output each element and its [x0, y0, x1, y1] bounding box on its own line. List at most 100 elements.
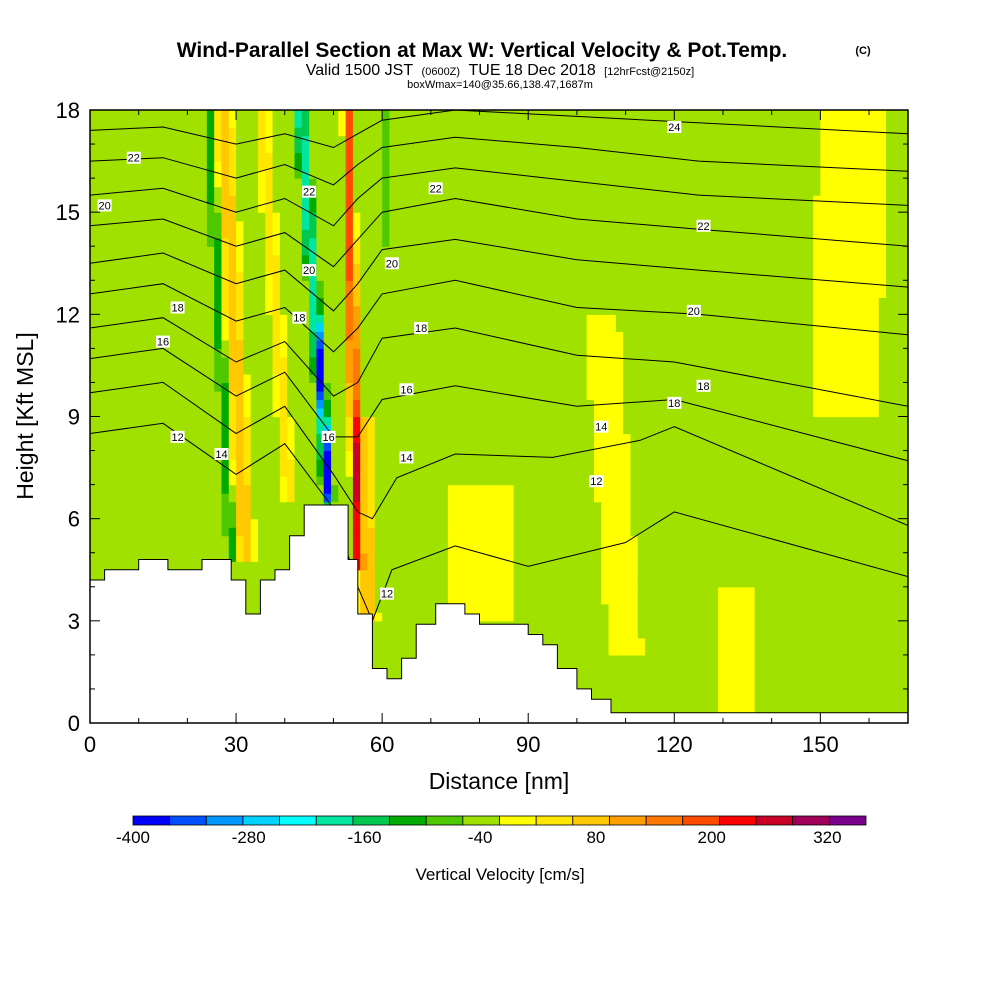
- velocity-cell: [557, 425, 566, 435]
- velocity-cell: [506, 433, 515, 443]
- velocity-cell: [477, 552, 485, 562]
- velocity-cell: [345, 416, 354, 426]
- velocity-cell: [630, 365, 639, 375]
- velocity-cell: [367, 433, 376, 443]
- velocity-cell: [396, 356, 405, 367]
- velocity-cell: [126, 535, 135, 545]
- velocity-cell: [674, 407, 683, 418]
- velocity-cell: [849, 561, 858, 571]
- velocity-cell: [301, 484, 310, 494]
- velocity-cell: [710, 663, 719, 673]
- velocity-cell: [783, 663, 792, 673]
- velocity-cell: [732, 620, 741, 630]
- velocity-cell: [206, 373, 215, 384]
- velocity-cell: [659, 442, 668, 452]
- velocity-cell: [776, 373, 785, 384]
- velocity-cell: [564, 561, 573, 571]
- velocity-cell: [718, 697, 727, 707]
- velocity-cell: [396, 510, 405, 520]
- velocity-cell: [294, 459, 303, 469]
- velocity-cell: [710, 416, 719, 426]
- velocity-cell: [425, 552, 434, 562]
- velocity-cell: [688, 348, 697, 358]
- velocity-cell: [148, 407, 157, 418]
- velocity-cell: [557, 629, 566, 639]
- velocity-cell: [623, 654, 632, 664]
- velocity-cell: [710, 407, 719, 418]
- velocity-cell: [842, 586, 851, 596]
- velocity-cell: [776, 680, 785, 690]
- velocity-cell: [900, 637, 908, 647]
- velocity-cell: [513, 586, 522, 596]
- velocity-cell: [506, 399, 515, 409]
- velocity-cell: [382, 450, 391, 460]
- velocity-cell: [520, 586, 529, 596]
- velocity-cell: [294, 450, 303, 460]
- velocity-cell: [703, 501, 712, 511]
- velocity-cell: [805, 578, 814, 588]
- velocity-cell: [827, 637, 836, 647]
- velocity-cell: [893, 373, 902, 384]
- velocity-cell: [776, 535, 785, 545]
- velocity-cell: [513, 339, 522, 349]
- velocity-cell: [221, 365, 230, 375]
- velocity-cell: [856, 552, 865, 562]
- velocity-cell: [747, 663, 756, 673]
- velocity-cell: [688, 535, 697, 545]
- velocity-cell: [666, 382, 675, 392]
- velocity-cell: [104, 339, 113, 349]
- velocity-cell: [513, 612, 522, 622]
- velocity-cell: [133, 459, 142, 469]
- velocity-cell: [550, 467, 559, 477]
- velocity-cell: [652, 552, 661, 562]
- velocity-cell: [747, 356, 756, 367]
- velocity-cell: [886, 390, 894, 401]
- subtitle-valid: Valid 1500 JST: [306, 62, 414, 79]
- velocity-cell: [177, 510, 186, 520]
- velocity-cell: [177, 552, 186, 562]
- velocity-cell: [177, 518, 186, 528]
- velocity-cell: [783, 382, 792, 392]
- velocity-cell: [747, 510, 756, 520]
- velocity-cell: [820, 688, 829, 699]
- velocity-cell: [338, 399, 347, 409]
- velocity-cell: [827, 663, 836, 673]
- velocity-cell: [272, 348, 281, 358]
- velocity-cell: [345, 442, 354, 452]
- velocity-cell: [279, 442, 288, 452]
- velocity-cell: [586, 433, 595, 443]
- velocity-cell: [761, 637, 770, 647]
- velocity-cell: [535, 390, 544, 401]
- velocity-cell: [126, 356, 135, 367]
- velocity-cell: [871, 671, 880, 682]
- velocity-cell: [645, 697, 653, 707]
- velocity-cell: [338, 442, 347, 452]
- velocity-cell: [126, 407, 135, 418]
- velocity-cell: [491, 467, 500, 477]
- velocity-cell: [645, 578, 653, 588]
- velocity-cell: [411, 339, 420, 349]
- velocity-cell: [805, 425, 814, 435]
- velocity-cell: [572, 535, 580, 545]
- velocity-cell: [783, 552, 792, 562]
- velocity-cell: [542, 407, 551, 418]
- velocity-cell: [747, 637, 756, 647]
- velocity-cell: [97, 407, 106, 418]
- velocity-cell: [184, 501, 193, 511]
- velocity-cell: [637, 518, 646, 528]
- velocity-cell: [425, 467, 434, 477]
- velocity-cell: [316, 459, 325, 469]
- velocity-cell: [601, 518, 610, 528]
- velocity-cell: [477, 365, 485, 375]
- velocity-cell: [849, 493, 858, 503]
- velocity-cell: [623, 467, 632, 477]
- velocity-cell: [630, 382, 639, 392]
- velocity-cell: [834, 697, 843, 707]
- velocity-cell: [542, 518, 551, 528]
- velocity-cell: [761, 629, 770, 639]
- velocity-cell: [761, 484, 770, 494]
- velocity-cell: [623, 382, 632, 392]
- velocity-cell: [90, 518, 98, 528]
- velocity-cell: [813, 348, 821, 358]
- velocity-cell: [637, 356, 646, 367]
